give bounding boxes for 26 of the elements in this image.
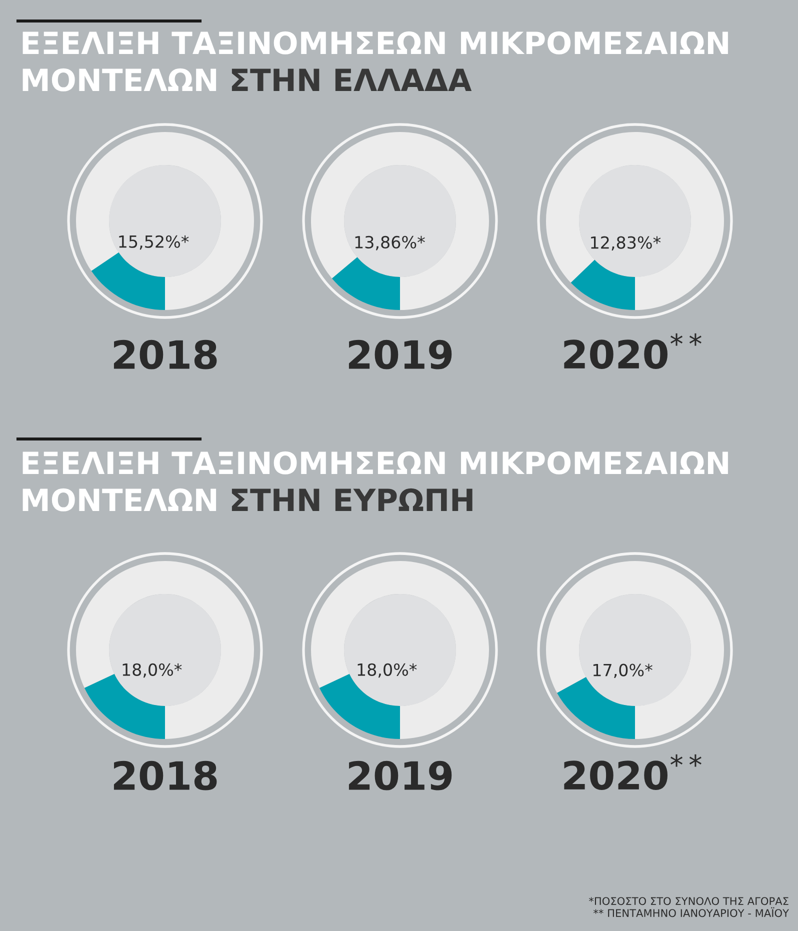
text: 2019	[348, 340, 452, 370]
data-label: 18,0%*	[358, 663, 417, 678]
donut-slice	[546, 561, 724, 739]
text: 2020$^{**}$	[564, 333, 702, 369]
donut-slice	[311, 132, 489, 310]
donut-slice	[91, 252, 165, 310]
data-label: 18,0%*	[122, 663, 182, 678]
text: ΕΞΕΛΙΞΗ ΤΑΞΙΝΟΜΗΣΕΩΝ ΜΙΚΡΟΜΕΣΑΙΩΝ ΜΟΝΤΕΛΩΝ ΣΤΗΝ ΕΛΛΑΔΑ	[22, 31, 728, 92]
data-label: 12,83%*	[591, 236, 661, 251]
donut-slice	[546, 132, 724, 310]
data-label: 17,0%*	[593, 664, 652, 678]
donut-slice	[76, 561, 254, 739]
donut-slice	[311, 561, 489, 739]
donut-slice	[76, 132, 254, 310]
text: *ΠΟΣΟΣΤΟ ΣΤΟ ΣΥΝΟΛΟ ΤΗΣ ΑΓΟΡΑΣ	[588, 897, 788, 906]
donut-slice	[557, 676, 635, 739]
text: 2018	[114, 760, 217, 790]
data-label: 13,86%*	[355, 236, 425, 250]
text: 2018	[114, 340, 217, 370]
data-label: 15,52%*	[119, 235, 189, 250]
donut-slice	[332, 257, 400, 310]
text: ΕΞΕΛΙΞΗ ΤΑΞΙΝΟΜΗΣΕΩΝ ΜΙΚΡΟΜΕΣΑΙΩΝ ΜΟΝΤΕΛΩΝ ΣΤΗΝ ΕΥΡΩΠΗ	[22, 451, 728, 512]
text: ** ΠΕΝΤΑΜΗΝΟ ΙΑΝΟΥΑΡΙΟΥ - ΜΑΪΟΥ	[593, 907, 790, 918]
donut-slice	[570, 260, 635, 310]
text: 2020$^{**}$	[564, 754, 702, 790]
text: 2019	[348, 760, 452, 790]
